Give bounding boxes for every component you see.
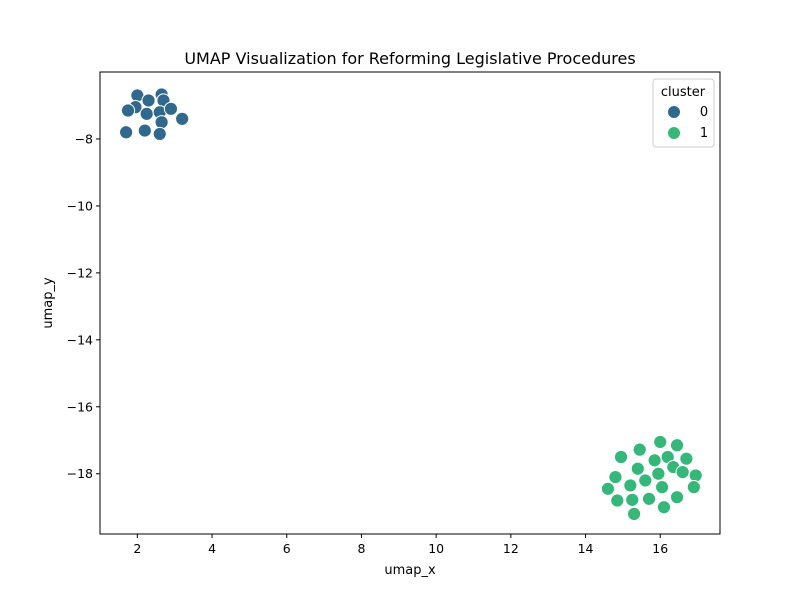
legend-marker-1	[667, 126, 681, 140]
data-point-cluster-0	[141, 93, 156, 108]
data-point-cluster-0	[154, 115, 169, 130]
legend-label-0: 0	[700, 105, 708, 120]
x-tick-label: 14	[578, 541, 594, 556]
data-point-cluster-1	[630, 461, 645, 476]
data-point-cluster-0	[175, 111, 190, 126]
data-point-cluster-0	[152, 126, 167, 142]
data-point-cluster-1	[632, 442, 647, 457]
data-point-cluster-1	[625, 492, 640, 507]
data-point-cluster-0	[139, 106, 154, 121]
data-point-cluster-1	[669, 438, 685, 453]
data-point-cluster-1	[608, 469, 623, 485]
x-axis: 2 4 6 8 10 12 14 16	[133, 534, 668, 556]
x-tick-label: 16	[652, 541, 668, 556]
data-point-cluster-0	[119, 125, 134, 140]
data-point-cluster-1	[638, 473, 653, 488]
data-point-cluster-0	[137, 123, 152, 138]
data-point-cluster-1	[651, 466, 666, 481]
y-axis: −8 −10 −12 −14 −16 −18	[67, 131, 100, 481]
data-point-cluster-1	[600, 481, 616, 496]
legend-title: cluster	[661, 85, 706, 100]
data-point-cluster-1	[613, 449, 629, 465]
data-point-cluster-0	[163, 101, 179, 116]
y-tick-label: −16	[67, 399, 93, 414]
data-point-cluster-1	[669, 490, 685, 505]
data-point-cluster-1	[675, 464, 690, 480]
legend: cluster 0 1	[652, 78, 715, 148]
legend-marker-0	[667, 105, 681, 119]
data-point-cluster-1	[647, 453, 662, 468]
data-point-cluster-1	[623, 478, 638, 493]
data-point-cluster-1	[653, 434, 668, 450]
data-point-cluster-1	[626, 506, 642, 522]
x-tick-label: 6	[283, 541, 291, 556]
legend-label-1: 1	[700, 126, 708, 141]
x-tick-label: 8	[357, 541, 365, 556]
data-point-cluster-1	[655, 480, 670, 495]
x-tick-label: 10	[428, 541, 444, 556]
data-point-cluster-1	[688, 468, 703, 483]
data-point-cluster-1	[686, 480, 701, 495]
y-axis-label: umap_y	[41, 277, 56, 329]
plot-area	[99, 71, 721, 535]
x-tick-label: 2	[133, 541, 141, 556]
y-tick-label: −12	[67, 265, 93, 280]
data-points	[119, 87, 703, 522]
data-point-cluster-1	[610, 493, 625, 508]
y-tick-label: −14	[67, 332, 93, 347]
x-tick-label: 4	[208, 541, 216, 556]
data-point-cluster-1	[679, 451, 694, 466]
x-tick-label: 12	[503, 541, 519, 556]
chart-title: UMAP Visualization for Reforming Legisla…	[184, 49, 635, 68]
y-tick-label: −10	[67, 198, 93, 213]
x-axis-label: umap_x	[384, 563, 436, 578]
y-tick-label: −8	[75, 131, 93, 146]
data-point-cluster-1	[656, 500, 672, 515]
y-tick-label: −18	[67, 466, 93, 481]
data-point-cluster-0	[120, 103, 136, 118]
data-point-cluster-1	[641, 491, 657, 506]
